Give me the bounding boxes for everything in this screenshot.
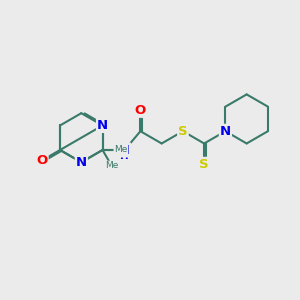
Text: H: H: [120, 151, 129, 161]
Text: S: S: [199, 158, 209, 171]
Text: N: N: [76, 156, 87, 169]
Text: O: O: [36, 154, 48, 167]
Text: Me: Me: [105, 161, 119, 170]
Text: S: S: [178, 125, 188, 138]
Text: N: N: [119, 143, 130, 157]
Text: N: N: [220, 125, 231, 138]
Text: O: O: [135, 104, 146, 117]
Text: N: N: [97, 119, 108, 132]
Text: Me: Me: [114, 146, 128, 154]
